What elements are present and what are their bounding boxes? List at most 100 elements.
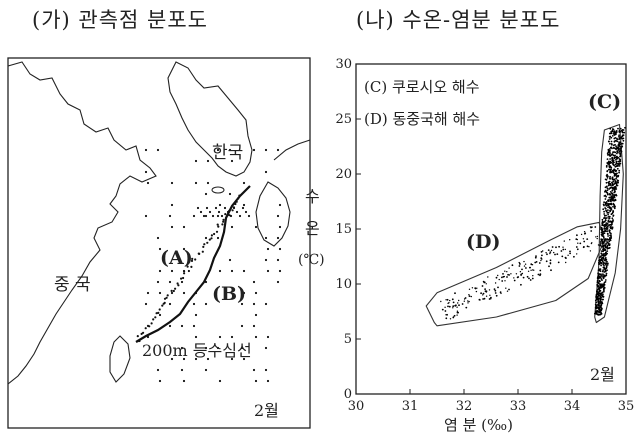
point-series-c	[604, 207, 607, 210]
point-series-d	[596, 235, 599, 238]
point-series-d	[595, 236, 597, 238]
station-point	[158, 269, 162, 273]
point-series-d	[482, 292, 485, 295]
station-point	[182, 225, 186, 229]
station-point	[276, 280, 280, 284]
point-series-d	[480, 292, 482, 295]
point-series-d	[524, 263, 527, 265]
station-point	[180, 346, 184, 350]
legend-item-d: (D) 동중국해 해수	[364, 110, 480, 128]
point-series-c	[598, 269, 601, 272]
station-point	[214, 206, 218, 210]
point-series-c	[608, 140, 610, 143]
station-point	[144, 170, 148, 174]
point-series-d	[573, 255, 575, 258]
point-series-c	[620, 129, 623, 132]
point-series-c	[606, 260, 608, 263]
point-series-d	[508, 288, 510, 291]
station-point	[154, 316, 157, 319]
point-series-c	[600, 226, 603, 229]
point-series-c	[607, 200, 610, 203]
point-series-c	[609, 226, 612, 228]
point-series-c	[600, 264, 602, 267]
point-series-c	[619, 127, 622, 130]
point-series-c	[600, 275, 603, 277]
station-point	[237, 197, 240, 200]
point-series-c	[599, 309, 602, 312]
point-series-d	[471, 287, 474, 289]
point-series-c	[617, 143, 620, 146]
point-series-c	[611, 181, 613, 184]
point-series-c	[599, 261, 602, 264]
point-series-c	[619, 152, 622, 155]
station-point	[217, 210, 221, 214]
point-series-c	[602, 266, 605, 269]
point-series-c	[604, 258, 607, 260]
point-series-c	[608, 217, 610, 220]
station-map: 한국 중 국 (A) (B) 200m 등수심선 2월	[7, 57, 311, 429]
point-series-d	[590, 230, 593, 232]
label-china: 중 국	[54, 275, 91, 295]
point-series-c	[613, 172, 616, 175]
station-point	[165, 296, 168, 299]
point-series-c	[612, 219, 614, 221]
point-series-d	[554, 253, 556, 256]
point-series-c	[604, 186, 607, 189]
point-series-c	[602, 277, 605, 280]
point-series-d	[495, 294, 498, 297]
point-series-c	[609, 231, 611, 234]
point-series-c	[612, 180, 615, 183]
station-point	[210, 234, 213, 237]
point-series-d	[498, 278, 500, 281]
station-point	[183, 270, 186, 273]
station-point	[254, 335, 258, 339]
point-series-c	[603, 201, 605, 204]
point-series-c	[612, 163, 615, 166]
station-point	[156, 148, 160, 152]
point-series-d	[513, 277, 515, 279]
point-series-c	[621, 135, 624, 138]
point-series-d	[502, 273, 504, 275]
point-series-c	[611, 189, 614, 192]
point-series-c	[603, 271, 606, 273]
point-series-d	[558, 245, 560, 248]
point-series-d	[540, 251, 543, 253]
point-series-c	[604, 223, 607, 226]
point-series-d	[452, 316, 455, 319]
point-series-c	[599, 280, 601, 283]
point-series-c	[604, 274, 607, 277]
point-series-c	[609, 155, 612, 157]
point-series-c	[621, 131, 624, 134]
station-point	[194, 291, 198, 295]
station-point	[204, 214, 208, 218]
point-series-c	[596, 306, 598, 309]
point-series-d	[586, 245, 589, 248]
point-series-d	[550, 269, 552, 272]
point-series-c	[604, 219, 607, 222]
point-series-d	[475, 290, 478, 293]
point-series-d	[539, 269, 542, 272]
point-series-d	[518, 265, 521, 267]
station-point	[230, 269, 234, 273]
point-series-c	[615, 177, 617, 180]
station-point	[220, 214, 224, 218]
point-series-c	[609, 239, 612, 242]
point-series-c	[609, 191, 612, 193]
point-series-c	[603, 227, 606, 230]
point-series-c	[603, 213, 606, 215]
ts-scatter-points	[440, 126, 626, 320]
point-series-c	[605, 201, 608, 203]
point-series-c	[601, 270, 604, 273]
station-point	[254, 313, 258, 317]
point-series-d	[497, 286, 499, 289]
y-tick-label: 20	[335, 167, 352, 182]
point-series-d	[547, 249, 550, 252]
point-series-d	[448, 305, 451, 308]
station-point	[242, 269, 246, 273]
point-series-c	[606, 193, 609, 196]
station-point	[142, 331, 145, 334]
point-series-c	[601, 218, 604, 221]
point-series-c	[615, 184, 618, 187]
point-series-c	[601, 238, 604, 241]
